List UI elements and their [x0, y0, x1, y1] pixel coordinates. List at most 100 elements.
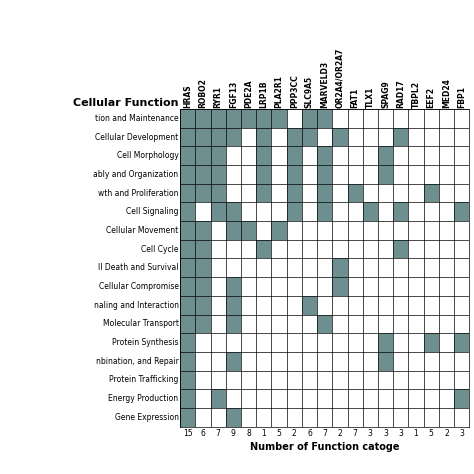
Text: OR2A4/OR2A7: OR2A4/OR2A7 [336, 48, 345, 108]
Text: 8: 8 [246, 429, 251, 438]
Text: 3: 3 [459, 429, 464, 438]
Text: TLX1: TLX1 [366, 87, 375, 108]
Bar [180, 408, 195, 427]
Text: 3: 3 [398, 429, 403, 438]
Bar [378, 165, 393, 184]
Bar [180, 221, 195, 240]
Bar [226, 352, 241, 371]
Bar [424, 333, 439, 352]
Text: 7: 7 [322, 429, 327, 438]
Text: 9: 9 [231, 429, 236, 438]
Bar [332, 277, 347, 296]
Bar [180, 333, 195, 352]
Text: EEF2: EEF2 [427, 87, 436, 108]
Bar [195, 146, 210, 165]
Text: PLA2R1: PLA2R1 [274, 75, 283, 108]
Text: 3: 3 [383, 429, 388, 438]
Bar [226, 109, 241, 128]
Text: SPAG9: SPAG9 [381, 80, 390, 108]
Bar [180, 389, 195, 408]
Bar [180, 371, 195, 389]
Bar [256, 165, 272, 184]
Bar [393, 202, 409, 221]
Text: tion and Maintenance: tion and Maintenance [95, 114, 179, 123]
Bar [180, 146, 195, 165]
Bar [210, 128, 226, 146]
Text: FGF13: FGF13 [229, 81, 238, 108]
Bar [287, 146, 302, 165]
Text: Protein Synthesis: Protein Synthesis [112, 338, 179, 347]
Bar [226, 277, 241, 296]
Text: 1: 1 [262, 429, 266, 438]
Bar [210, 184, 226, 202]
Bar [378, 146, 393, 165]
Text: Cellular Compromise: Cellular Compromise [99, 282, 179, 291]
Text: Energy Production: Energy Production [109, 394, 179, 403]
Text: ably and Organization: ably and Organization [93, 170, 179, 179]
Bar [256, 184, 272, 202]
Bar [180, 315, 195, 333]
Text: Cell Signaling: Cell Signaling [126, 207, 179, 216]
Bar [378, 333, 393, 352]
Bar [454, 202, 469, 221]
Bar [287, 184, 302, 202]
Bar [256, 146, 272, 165]
Bar [226, 128, 241, 146]
Bar [210, 202, 226, 221]
Text: TBPL2: TBPL2 [411, 81, 420, 108]
Bar [226, 315, 241, 333]
Bar [226, 408, 241, 427]
Bar [256, 109, 272, 128]
Bar [210, 146, 226, 165]
Text: Cellular Function: Cellular Function [73, 98, 179, 108]
Text: naling and Interaction: naling and Interaction [93, 301, 179, 310]
Bar [256, 240, 272, 258]
Text: 7: 7 [353, 429, 357, 438]
Bar [180, 184, 195, 202]
Bar [317, 165, 332, 184]
Bar [317, 202, 332, 221]
Bar [393, 240, 409, 258]
Bar [226, 296, 241, 315]
Bar [180, 258, 195, 277]
Bar [302, 109, 317, 128]
Text: LRP1B: LRP1B [259, 81, 268, 108]
Bar [226, 202, 241, 221]
Bar [454, 389, 469, 408]
Bar [317, 109, 332, 128]
Bar [302, 296, 317, 315]
Bar [195, 221, 210, 240]
Text: ROBO2: ROBO2 [199, 78, 208, 108]
Text: Cellular Development: Cellular Development [95, 133, 179, 142]
Text: Molecular Transport: Molecular Transport [102, 319, 179, 328]
Text: 2: 2 [292, 429, 297, 438]
Bar [287, 165, 302, 184]
Text: ll Death and Survival: ll Death and Survival [98, 264, 179, 272]
Bar [180, 109, 195, 128]
Bar [226, 221, 241, 240]
Bar [180, 128, 195, 146]
Text: 5: 5 [429, 429, 434, 438]
Text: Cell Cycle: Cell Cycle [141, 245, 179, 254]
Text: FBP1: FBP1 [457, 86, 466, 108]
Bar [332, 128, 347, 146]
Bar [195, 258, 210, 277]
Text: 2: 2 [444, 429, 449, 438]
Text: PDE2A: PDE2A [244, 80, 253, 108]
Bar [393, 128, 409, 146]
Text: Cellular Movement: Cellular Movement [106, 226, 179, 235]
Text: 2: 2 [337, 429, 342, 438]
Text: 3: 3 [368, 429, 373, 438]
Bar [195, 277, 210, 296]
Text: nbination, and Repair: nbination, and Repair [96, 357, 179, 366]
Bar [210, 389, 226, 408]
Text: 1: 1 [414, 429, 419, 438]
Bar [180, 165, 195, 184]
Bar [195, 296, 210, 315]
Bar [195, 240, 210, 258]
Bar [195, 315, 210, 333]
Bar [210, 109, 226, 128]
Text: Protein Trafficking: Protein Trafficking [109, 375, 179, 384]
Bar [454, 333, 469, 352]
Text: RYR1: RYR1 [214, 86, 223, 108]
